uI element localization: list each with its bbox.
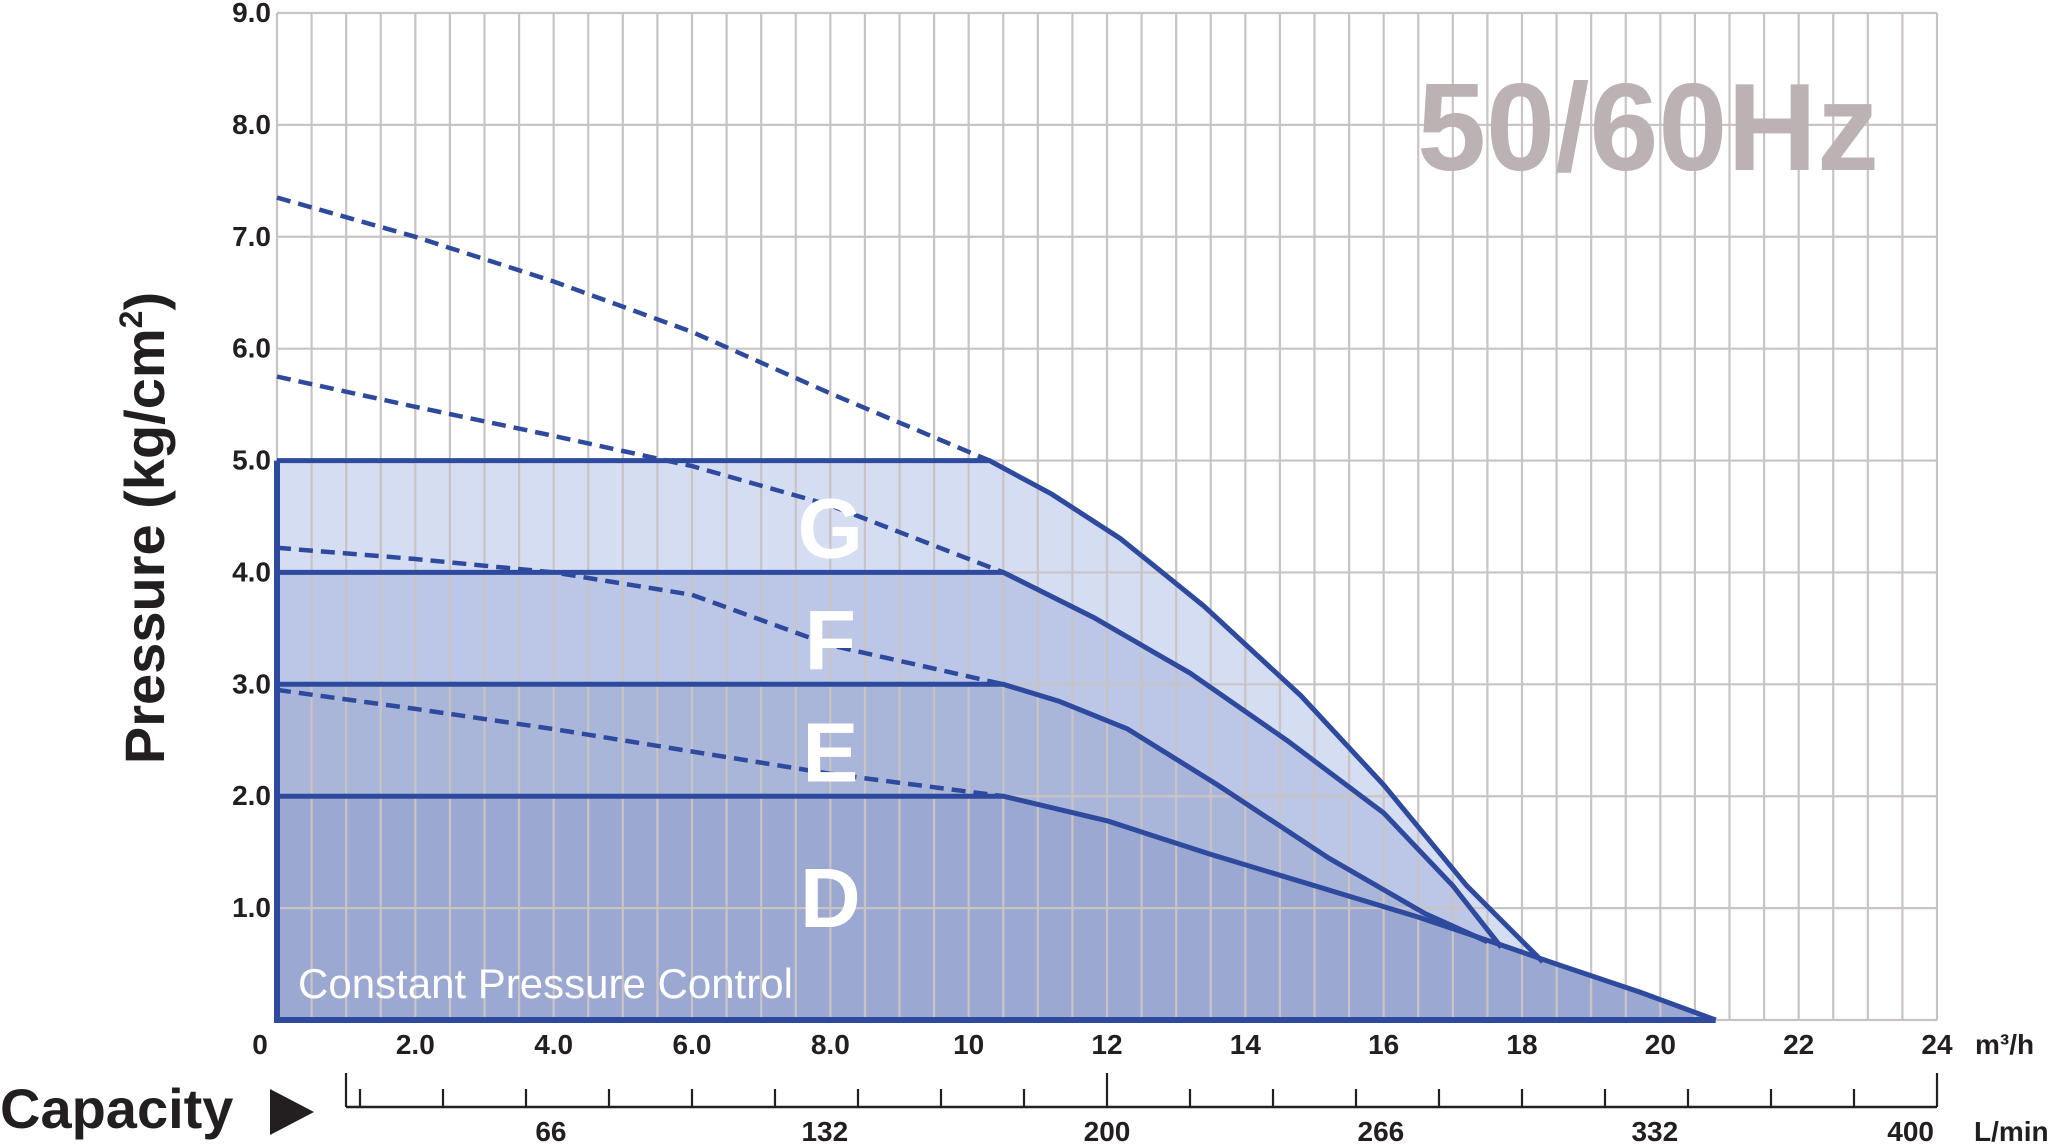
x-unit-m3h: m³/h <box>1975 1029 2034 1060</box>
y-tick-label: 7.0 <box>232 221 271 252</box>
capacity-arrow-icon <box>270 1089 314 1135</box>
lmin-scale: 66 132 200 266 332 400 <box>344 1073 1939 1144</box>
y-axis-label: Pressure (kg/cm2) <box>113 292 176 764</box>
y-tick-label: 9.0 <box>232 0 271 28</box>
x-tick-label-m3h: 18 <box>1506 1029 1537 1060</box>
y-tick-label: 5.0 <box>232 445 271 476</box>
zone-d-boundary <box>277 793 1717 1023</box>
x-tick-label-lmin: 266 <box>1358 1116 1405 1144</box>
y-tick-label: 4.0 <box>232 556 271 587</box>
x-tick-label-m3h: 22 <box>1783 1029 1814 1060</box>
x-tick-label-m3h: 0 <box>252 1029 268 1060</box>
zone-boundary-curves <box>274 458 1717 1023</box>
y-tick-label: 1.0 <box>232 892 271 923</box>
y-tick-label: 6.0 <box>232 333 271 364</box>
zone-f-boundary <box>277 569 1504 949</box>
x-tick-label-m3h: 16 <box>1368 1029 1399 1060</box>
zone-label-g: G <box>798 482 863 576</box>
zone-e-boundary <box>277 681 1489 944</box>
constant-pressure-region-edge <box>274 460 1716 1023</box>
x-tick-label-lmin: 200 <box>1084 1116 1131 1144</box>
x-tick-label-m3h: 24 <box>1921 1029 1953 1060</box>
dashed-curve-2 <box>276 545 1004 687</box>
x-tick-label-m3h: 10 <box>953 1029 984 1060</box>
y-tick-label: 2.0 <box>232 780 271 811</box>
y-axis-label-main: Pressure (kg/cm <box>113 328 176 764</box>
x-tick-label-m3h: 6.0 <box>673 1029 712 1060</box>
zone-label-f: F <box>805 594 856 688</box>
constant-pressure-note: Constant Pressure Control <box>298 960 793 1007</box>
x-tick-label-lmin: 400 <box>1887 1116 1934 1144</box>
y-axis-label-close: ) <box>113 292 176 311</box>
zone-g-boundary <box>277 458 1545 964</box>
dashed-curve-0 <box>276 195 991 463</box>
x-unit-lmin: L/min <box>1974 1116 2049 1144</box>
x-tick-label-lmin: 132 <box>801 1116 848 1144</box>
capacity-label: Capacity <box>0 1077 233 1140</box>
dashed-curve-3 <box>276 687 1004 799</box>
zone-label-d: D <box>800 851 861 945</box>
x-tick-label-m3h: 8.0 <box>811 1029 850 1060</box>
x-tick-label-m3h: 2.0 <box>396 1029 435 1060</box>
x-tick-label-lmin: 332 <box>1631 1116 1678 1144</box>
x-tick-label-m3h: 4.0 <box>534 1029 573 1060</box>
x-tick-label-lmin: 66 <box>535 1116 566 1144</box>
x-tick-label-m3h: 20 <box>1645 1029 1676 1060</box>
x-tick-labels-m3h: 0 2.0 4.0 6.0 8.0 10 12 14 16 18 20 22 24 <box>252 1029 1953 1060</box>
x-tick-label-m3h: 14 <box>1230 1029 1262 1060</box>
frequency-title: 50/60Hz <box>1417 59 1879 197</box>
y-tick-label: 8.0 <box>232 109 271 140</box>
dashed-curve-1 <box>276 374 1005 575</box>
pressure-zones <box>277 460 1716 1021</box>
y-tick-label: 3.0 <box>232 668 271 699</box>
y-axis-label-superscript: 2 <box>113 311 149 329</box>
zone-label-e: E <box>802 705 858 799</box>
x-tick-label-m3h: 12 <box>1091 1029 1122 1060</box>
y-tick-labels: 9.0 8.0 7.0 6.0 5.0 4.0 3.0 2.0 1.0 <box>232 0 271 923</box>
dashed-pump-curves <box>276 195 1005 799</box>
